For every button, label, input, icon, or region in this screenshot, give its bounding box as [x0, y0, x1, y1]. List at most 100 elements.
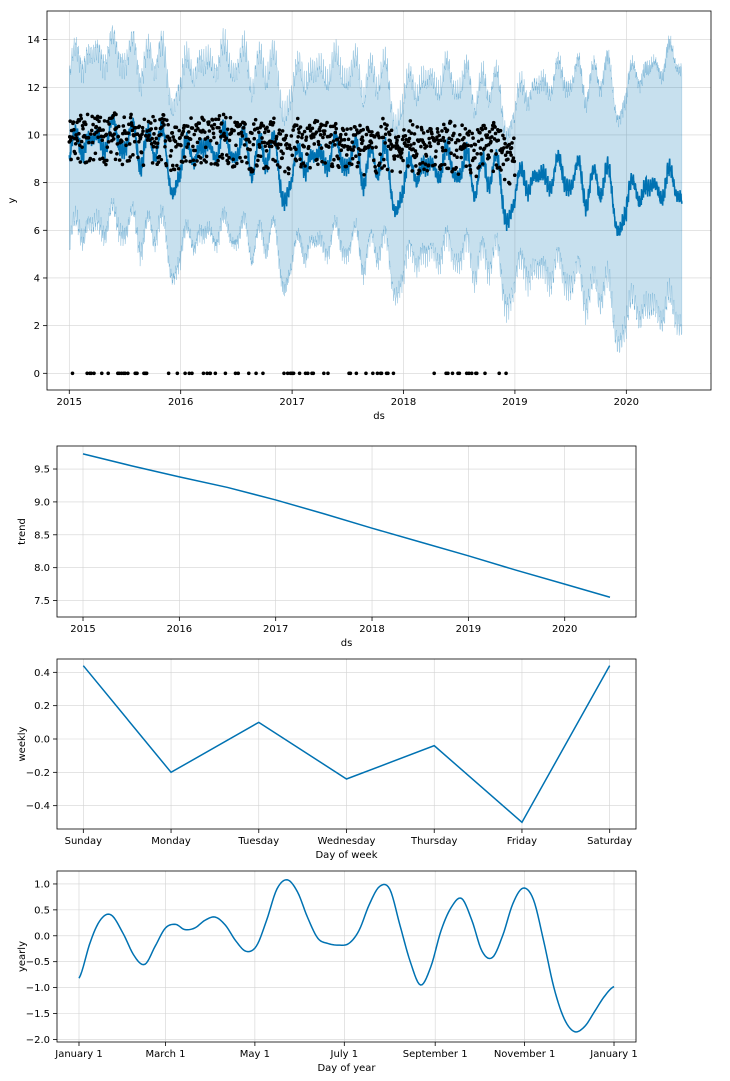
observed-point	[127, 158, 132, 163]
observed-point	[501, 133, 505, 138]
observed-point	[227, 138, 232, 143]
observed-point	[304, 135, 309, 140]
x-tick-label: 2017	[263, 624, 288, 635]
observed-point	[226, 160, 231, 165]
observed-point	[355, 164, 360, 169]
observed-point	[499, 168, 503, 172]
y-tick-label: −0.4	[26, 801, 50, 812]
observed-point	[483, 371, 487, 376]
observed-point	[73, 151, 78, 156]
observed-point	[308, 129, 313, 133]
observed-point	[150, 136, 154, 141]
observed-point	[217, 125, 221, 130]
observed-point	[374, 145, 378, 149]
observed-point	[361, 127, 366, 132]
observed-point	[105, 158, 109, 163]
observed-point	[84, 160, 89, 164]
x-tick-label: 2020	[614, 397, 639, 408]
observed-point	[345, 127, 349, 131]
observed-point	[334, 126, 339, 131]
observed-point	[154, 145, 159, 149]
observed-point	[407, 136, 412, 141]
x-tick-label: September 1	[403, 1049, 468, 1060]
observed-point	[250, 131, 254, 135]
observed-point	[306, 371, 310, 376]
observed-point	[338, 132, 343, 137]
observed-point	[407, 129, 411, 133]
observed-point	[322, 132, 327, 136]
observed-point	[350, 140, 355, 144]
observed-point	[251, 122, 256, 126]
observed-point	[341, 128, 346, 133]
y-tick-label: 7.5	[34, 596, 50, 607]
observed-point	[255, 126, 260, 131]
observed-point	[151, 144, 156, 149]
observed-point	[349, 162, 354, 167]
observed-point	[490, 127, 495, 131]
observed-point	[449, 151, 453, 156]
observed-point	[343, 143, 347, 148]
x-tick-label: January 1	[589, 1049, 637, 1060]
observed-point	[344, 153, 349, 157]
observed-point	[190, 126, 195, 130]
observed-point	[168, 138, 172, 143]
observed-point	[137, 139, 141, 144]
observed-point	[377, 161, 382, 166]
observed-point	[91, 157, 96, 162]
observed-point	[213, 371, 218, 376]
observed-point	[83, 122, 88, 127]
observed-point	[388, 139, 393, 143]
observed-point	[512, 159, 517, 164]
observed-point	[337, 165, 341, 170]
observed-point	[503, 153, 508, 157]
observed-point	[277, 128, 282, 132]
observed-point	[452, 153, 457, 157]
observed-point	[438, 167, 442, 171]
observed-point	[485, 133, 490, 137]
observed-point	[511, 156, 516, 160]
observed-point	[413, 149, 418, 153]
observed-point	[196, 126, 200, 131]
observed-point	[94, 124, 99, 129]
observed-point	[352, 145, 356, 149]
observed-point	[298, 157, 302, 162]
observed-point	[393, 154, 397, 158]
plot-frame	[56, 658, 637, 830]
observed-point	[247, 140, 252, 144]
forecast-panel: 2015 2016 2017 2018 2019 2020 0 2 4 6 8 10 12 14 ds y	[7, 10, 712, 422]
observed-point	[187, 371, 192, 376]
observed-point	[120, 162, 125, 167]
observed-point	[152, 132, 156, 136]
observed-point	[439, 138, 443, 143]
observed-point	[348, 371, 353, 376]
observed-point	[220, 156, 225, 160]
observed-point	[322, 129, 327, 133]
observed-point	[502, 177, 507, 182]
observed-point	[241, 125, 246, 130]
observed-point	[107, 122, 111, 126]
observed-point	[137, 124, 142, 129]
observed-point	[114, 112, 118, 117]
observed-point	[89, 128, 94, 133]
observed-point	[262, 140, 267, 145]
observed-point	[120, 139, 124, 144]
observed-point	[169, 148, 174, 153]
x-tick-label: Sunday	[65, 836, 102, 847]
x-tick-label: July 1	[330, 1049, 359, 1060]
observed-point	[131, 153, 135, 157]
observed-point	[218, 154, 222, 159]
observed-point	[166, 122, 170, 127]
observed-point	[454, 148, 459, 153]
y-tick-label: 9.5	[34, 465, 50, 476]
observed-point	[494, 152, 498, 156]
observed-point	[478, 131, 482, 135]
observed-point	[373, 164, 377, 169]
observed-point	[507, 181, 512, 186]
trend-panel: 2015 2016 2017 2018 2019 2020 7.5 8.0 8.5 9.0 9.5 d…	[17, 445, 637, 649]
observed-point	[192, 162, 197, 167]
observed-point	[467, 129, 472, 134]
observed-point	[344, 164, 349, 169]
observed-point	[74, 133, 78, 137]
observed-point	[168, 154, 173, 158]
observed-point	[477, 164, 482, 169]
